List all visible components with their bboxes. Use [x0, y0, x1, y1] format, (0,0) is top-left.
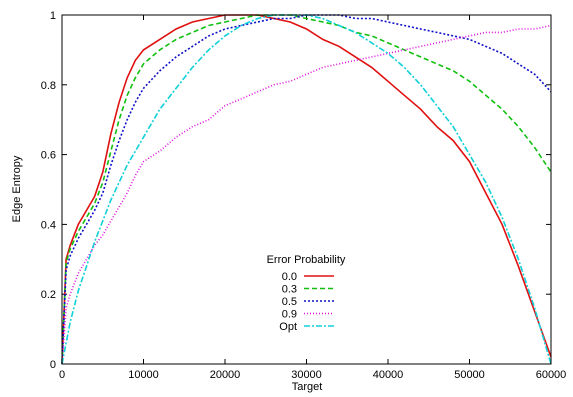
y-axis-label: Edge Entropy: [11, 155, 23, 222]
y-tick-label: 0.8: [41, 80, 56, 92]
x-tick-label: 60000: [536, 369, 567, 381]
x-tick-label: 50000: [454, 369, 485, 381]
x-axis-title: Target: [292, 381, 323, 393]
y-tick-label: 0.4: [41, 219, 56, 231]
series-line-opt: [61, 14, 552, 365]
y-tick-label: 0.6: [41, 150, 56, 162]
plot-frame: [61, 14, 552, 365]
series-lines: [61, 14, 552, 365]
legend-label: 0.3: [282, 284, 297, 296]
legend-label: Opt: [279, 321, 297, 333]
y-tick-label: 0: [50, 359, 56, 371]
legend-label: 0.9: [282, 309, 297, 321]
series-line-0-0: [61, 14, 552, 365]
series-line-0-3: [61, 14, 552, 365]
y-tick-label: 0.2: [41, 289, 56, 301]
x-tick-label: 0: [59, 369, 65, 381]
y-axis-title: Edge Entropy: [11, 155, 23, 222]
x-tick-label: 20000: [210, 369, 241, 381]
series-line-0-5: [61, 14, 552, 365]
axis-ticks: 0 10000 20000 30000 40000 50000 60000 0 0.2 0.4 0.…: [41, 10, 567, 381]
x-tick-label: 40000: [373, 369, 404, 381]
legend-label: 0.0: [282, 271, 297, 283]
x-tick-label: 10000: [128, 369, 159, 381]
series-line-0-9: [61, 24, 552, 365]
x-tick-label: 30000: [291, 369, 322, 381]
legend-label: 0.5: [282, 296, 297, 308]
x-axis-label: Target: [292, 381, 323, 393]
legend-title: Error Probability: [267, 254, 346, 266]
y-tick-label: 1: [50, 10, 56, 22]
